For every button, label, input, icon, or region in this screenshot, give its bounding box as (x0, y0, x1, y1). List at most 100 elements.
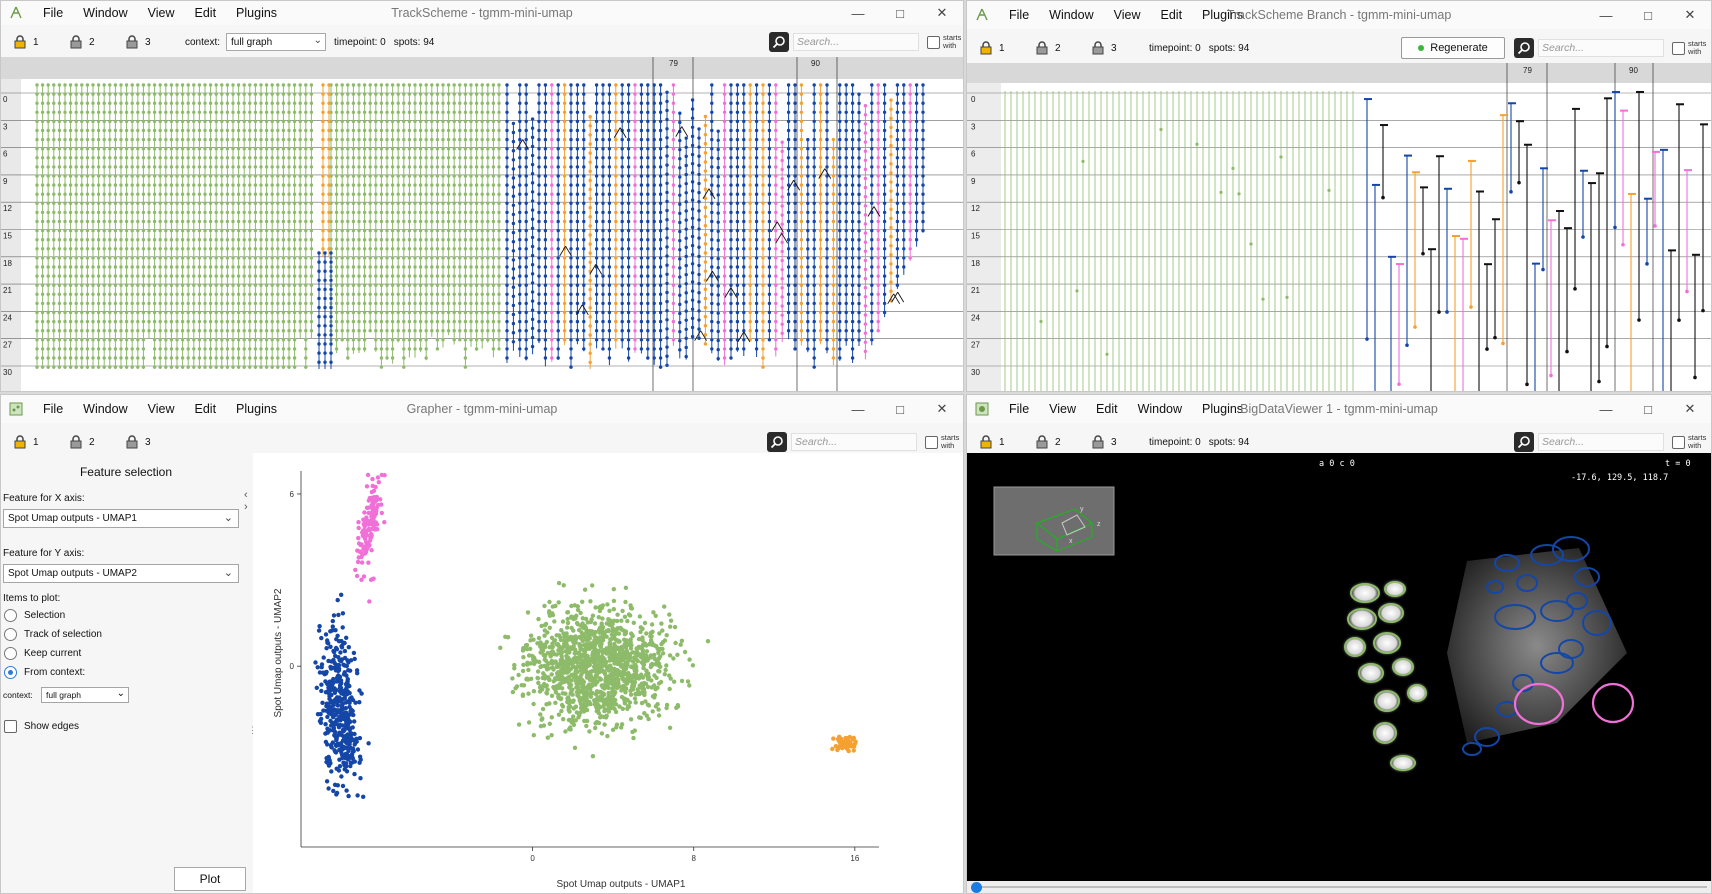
spot[interactable] (818, 156, 823, 160)
spot[interactable] (480, 292, 484, 296)
spot[interactable] (497, 338, 501, 342)
spot[interactable] (518, 137, 522, 142)
spot[interactable] (368, 156, 372, 160)
spot[interactable] (424, 247, 428, 251)
spot[interactable] (754, 165, 759, 169)
spot[interactable] (446, 310, 451, 315)
spot[interactable] (225, 83, 230, 87)
spot[interactable] (96, 265, 101, 269)
spot[interactable] (192, 201, 196, 205)
spot[interactable] (729, 319, 733, 324)
spot[interactable] (921, 201, 925, 205)
spot[interactable] (108, 329, 112, 333)
spot[interactable] (435, 228, 440, 233)
spot[interactable] (825, 283, 829, 287)
spot[interactable] (340, 219, 344, 224)
spot[interactable] (575, 147, 580, 151)
spot[interactable] (368, 110, 372, 114)
spot[interactable] (287, 338, 291, 342)
spot[interactable] (390, 110, 395, 114)
spot[interactable] (208, 201, 213, 205)
spot[interactable] (646, 210, 650, 215)
spot[interactable] (362, 329, 367, 333)
spot[interactable] (786, 92, 791, 96)
spot[interactable] (264, 128, 269, 133)
spot[interactable] (309, 110, 314, 114)
spot[interactable] (774, 128, 778, 133)
spot[interactable] (164, 247, 168, 251)
spot[interactable] (186, 265, 190, 269)
spot[interactable] (270, 338, 274, 342)
spot[interactable] (497, 347, 501, 351)
spot[interactable] (665, 199, 669, 204)
spot[interactable] (192, 338, 196, 342)
spot[interactable] (742, 301, 746, 306)
spot[interactable] (130, 356, 134, 360)
menu-file[interactable]: File (1009, 8, 1030, 22)
spot[interactable] (108, 110, 112, 114)
spot[interactable] (248, 247, 252, 251)
spot[interactable] (786, 119, 791, 124)
spot[interactable] (825, 256, 829, 260)
spot[interactable] (518, 119, 522, 124)
spot[interactable] (192, 119, 196, 124)
spot[interactable] (346, 301, 350, 306)
spot[interactable] (231, 347, 235, 351)
spot[interactable] (639, 110, 644, 114)
spot[interactable] (729, 265, 733, 269)
spot[interactable] (346, 165, 350, 169)
spot[interactable] (716, 174, 720, 179)
spot[interactable] (340, 192, 344, 196)
spot[interactable] (607, 356, 612, 360)
spot[interactable] (236, 319, 241, 324)
spot[interactable] (351, 310, 356, 315)
spot[interactable] (556, 201, 560, 205)
spot[interactable] (281, 283, 286, 287)
spot[interactable] (35, 110, 39, 114)
spot[interactable] (537, 228, 541, 233)
spot[interactable] (214, 101, 218, 105)
spot[interactable] (652, 210, 656, 215)
spot[interactable] (430, 329, 434, 333)
spot[interactable] (214, 274, 218, 278)
spot[interactable] (463, 174, 468, 178)
spot[interactable] (844, 128, 848, 133)
spot[interactable] (626, 147, 631, 151)
spot[interactable] (838, 101, 842, 105)
spot[interactable] (180, 319, 185, 324)
spot[interactable] (402, 319, 406, 324)
spot[interactable] (556, 228, 560, 233)
spot[interactable] (327, 165, 331, 169)
spot[interactable] (231, 183, 235, 187)
spot[interactable] (652, 192, 656, 196)
spot[interactable] (588, 160, 592, 164)
spot[interactable] (248, 137, 252, 142)
spot[interactable] (446, 201, 451, 205)
spot[interactable] (35, 238, 39, 242)
spot[interactable] (767, 128, 772, 133)
spot[interactable] (569, 238, 573, 242)
spot[interactable] (309, 210, 314, 215)
spot[interactable] (601, 165, 605, 169)
spot[interactable] (491, 183, 496, 187)
spot[interactable] (203, 301, 207, 306)
spot[interactable] (158, 319, 162, 324)
spot[interactable] (793, 174, 797, 178)
spot[interactable] (902, 210, 906, 215)
spot[interactable] (812, 310, 816, 315)
spot[interactable] (35, 247, 39, 251)
spot[interactable] (270, 83, 274, 87)
spot[interactable] (304, 110, 308, 114)
spot[interactable] (812, 265, 816, 269)
spot[interactable] (524, 110, 528, 114)
spot[interactable] (452, 292, 456, 296)
spot[interactable] (767, 310, 772, 315)
spot[interactable] (35, 119, 39, 124)
spot[interactable] (113, 301, 118, 306)
spot[interactable] (671, 83, 676, 87)
spot[interactable] (396, 210, 400, 215)
spot[interactable] (253, 101, 258, 105)
spot[interactable] (435, 283, 440, 287)
spot[interactable] (130, 165, 134, 169)
spot[interactable] (80, 283, 84, 287)
